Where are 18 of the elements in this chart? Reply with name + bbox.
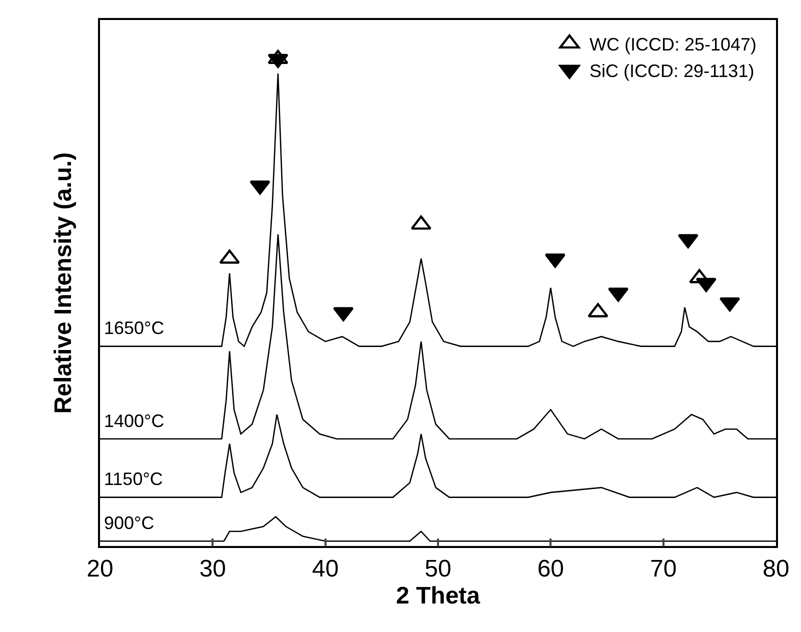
x-tick-label: 20 <box>86 556 114 583</box>
x-axis-title: 2 Theta <box>396 582 481 610</box>
legend-label: SiC (ICCD: 29-1131) <box>589 60 754 81</box>
y-axis-title: Relative Intensity (a.u.) <box>50 152 77 414</box>
series-label: 1400°C <box>104 411 164 431</box>
series-label: 1650°C <box>104 318 164 338</box>
series-label: 1150°C <box>104 469 163 489</box>
point <box>250 180 270 195</box>
x-tick-label: 80 <box>762 556 790 583</box>
x-tick-label: 30 <box>199 556 226 583</box>
point <box>268 54 288 68</box>
x-tick-label: 70 <box>650 556 677 583</box>
x-tick-label: 60 <box>537 556 564 583</box>
legend-label: WC (ICCD: 25-1047) <box>589 34 757 54</box>
series-label: 900°C <box>104 513 154 533</box>
x-tick-label: 50 <box>424 556 452 583</box>
point <box>696 278 716 292</box>
x-tick-label: 40 <box>312 556 339 583</box>
